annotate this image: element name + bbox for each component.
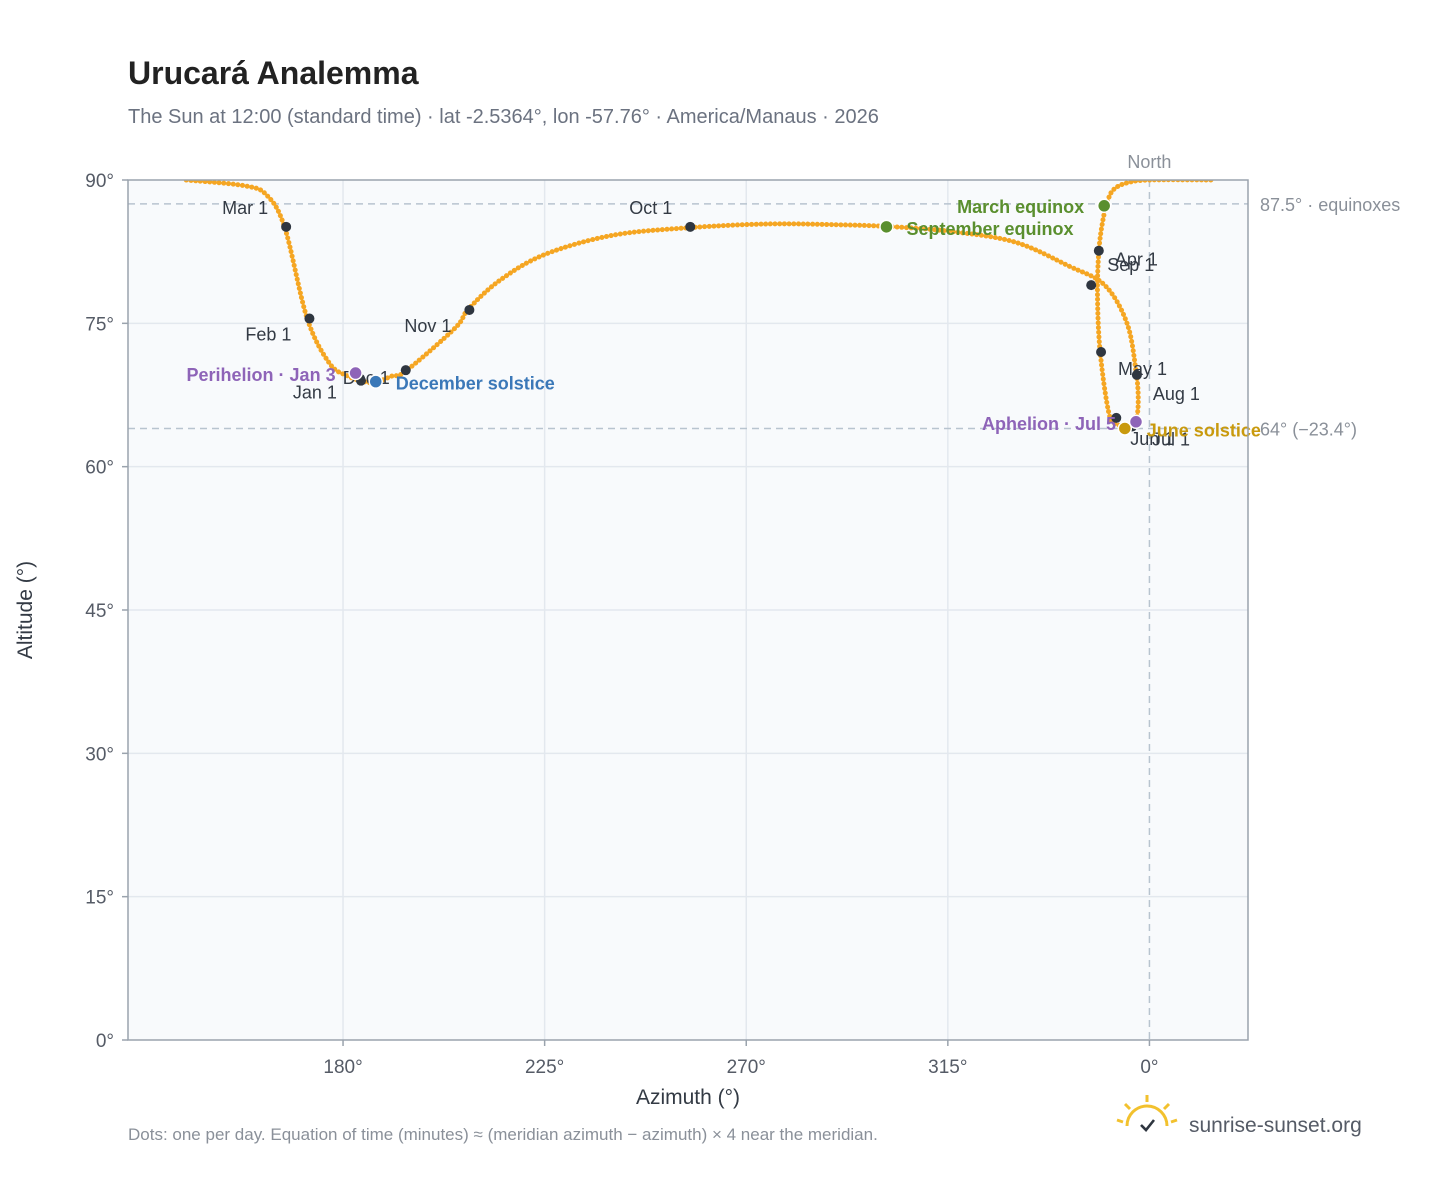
y-tick-label: 30° bbox=[85, 744, 114, 765]
event-label: June solstice bbox=[1147, 420, 1261, 440]
month-label: May 1 bbox=[1118, 359, 1167, 379]
event-label: Perihelion · Jan 3 bbox=[187, 365, 336, 385]
y-axis-label: Altitude (°) bbox=[14, 561, 37, 659]
brand-name: sunrise-sunset.org bbox=[1189, 1114, 1362, 1137]
month-marker bbox=[685, 221, 696, 232]
y-tick-label: 60° bbox=[85, 458, 114, 479]
month-marker bbox=[1111, 412, 1122, 423]
x-tick-label: 0° bbox=[1140, 1057, 1158, 1078]
month-label: Feb 1 bbox=[245, 325, 291, 345]
chart-subtitle: The Sun at 12:00 (standard time) · lat -… bbox=[128, 106, 879, 128]
event-marker bbox=[368, 374, 383, 389]
month-marker bbox=[464, 304, 475, 315]
month-label: Nov 1 bbox=[404, 316, 451, 336]
month-label: Jan 1 bbox=[293, 383, 337, 403]
month-label: Jun 1 bbox=[1130, 429, 1174, 449]
event-marker bbox=[879, 219, 894, 235]
reference-lines: North 87.5° · equinoxes 64° (−23.4°) bbox=[128, 152, 1400, 1040]
month-marker bbox=[304, 313, 315, 324]
y-tick-label: 45° bbox=[85, 601, 114, 622]
month-marker bbox=[1086, 280, 1097, 291]
month-marker bbox=[1131, 369, 1142, 380]
axis-ticks: 180° 225° 270° 315° 0° 0° 15° 30° 45° 60° 75° 90° bbox=[85, 171, 1158, 1078]
month-label: Aug 1 bbox=[1153, 384, 1200, 404]
footnote: Dots: one per day. Equation of time (min… bbox=[128, 1125, 878, 1144]
x-tick-label: 180° bbox=[323, 1057, 362, 1078]
chart-title: Urucará Analemma bbox=[128, 55, 419, 91]
x-tick-label: 225° bbox=[525, 1057, 564, 1078]
month-label: Sep 1 bbox=[1107, 255, 1154, 275]
north-label: North bbox=[1127, 152, 1171, 172]
x-axis-label: Azimuth (°) bbox=[636, 1086, 740, 1109]
event-marker bbox=[1096, 198, 1112, 214]
event-label: Aphelion · Jul 5 bbox=[982, 414, 1116, 434]
month-label: Mar 1 bbox=[222, 198, 268, 218]
event-label: September equinox bbox=[906, 219, 1073, 239]
y-tick-label: 0° bbox=[96, 1031, 114, 1052]
y-tick-label: 90° bbox=[85, 171, 114, 192]
month-marker bbox=[281, 221, 292, 232]
event-label: March equinox bbox=[957, 197, 1084, 217]
x-tick-label: 315° bbox=[928, 1057, 967, 1078]
reference-line-label: 87.5° · equinoxes bbox=[1260, 195, 1400, 215]
month-marker bbox=[1096, 347, 1107, 357]
event-marker bbox=[1117, 421, 1133, 436]
month-marker bbox=[400, 365, 411, 376]
x-tick-label: 270° bbox=[727, 1057, 766, 1078]
event-marker bbox=[1128, 414, 1144, 430]
month-marker bbox=[1093, 245, 1104, 256]
month-label: Jul 1 bbox=[1152, 430, 1190, 450]
y-tick-label: 15° bbox=[85, 888, 114, 909]
y-tick-label: 75° bbox=[85, 314, 114, 335]
month-label: Oct 1 bbox=[629, 198, 672, 218]
grid-lines bbox=[128, 180, 1248, 1040]
sun-check-icon bbox=[1116, 1095, 1178, 1132]
event-label: December solstice bbox=[396, 374, 555, 394]
month-label: Apr 1 bbox=[1115, 250, 1158, 270]
reference-line-label: 64° (−23.4°) bbox=[1260, 419, 1357, 439]
event-marker bbox=[348, 365, 363, 381]
